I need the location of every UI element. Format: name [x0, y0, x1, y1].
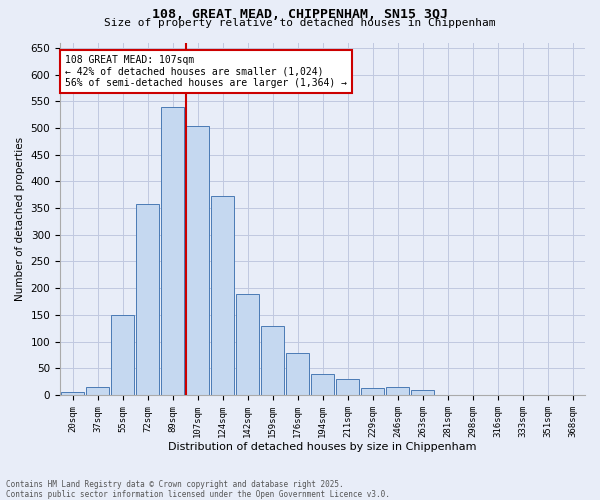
Y-axis label: Number of detached properties: Number of detached properties — [15, 136, 25, 301]
Bar — [311, 374, 334, 395]
Bar — [361, 388, 385, 395]
Bar — [386, 387, 409, 395]
Bar — [211, 196, 235, 395]
Text: Size of property relative to detached houses in Chippenham: Size of property relative to detached ho… — [104, 18, 496, 28]
Bar — [61, 392, 85, 395]
Bar — [236, 294, 259, 395]
Bar — [86, 387, 109, 395]
Bar — [110, 315, 134, 395]
Bar — [335, 379, 359, 395]
X-axis label: Distribution of detached houses by size in Chippenham: Distribution of detached houses by size … — [168, 442, 477, 452]
Text: Contains HM Land Registry data © Crown copyright and database right 2025.
Contai: Contains HM Land Registry data © Crown c… — [6, 480, 390, 499]
Text: 108, GREAT MEAD, CHIPPENHAM, SN15 3QJ: 108, GREAT MEAD, CHIPPENHAM, SN15 3QJ — [152, 8, 448, 20]
Bar — [410, 390, 434, 395]
Bar — [161, 106, 184, 395]
Bar — [260, 326, 284, 395]
Bar — [185, 126, 209, 395]
Text: 108 GREAT MEAD: 107sqm
← 42% of detached houses are smaller (1,024)
56% of semi-: 108 GREAT MEAD: 107sqm ← 42% of detached… — [65, 55, 347, 88]
Bar — [286, 354, 310, 395]
Bar — [136, 204, 160, 395]
